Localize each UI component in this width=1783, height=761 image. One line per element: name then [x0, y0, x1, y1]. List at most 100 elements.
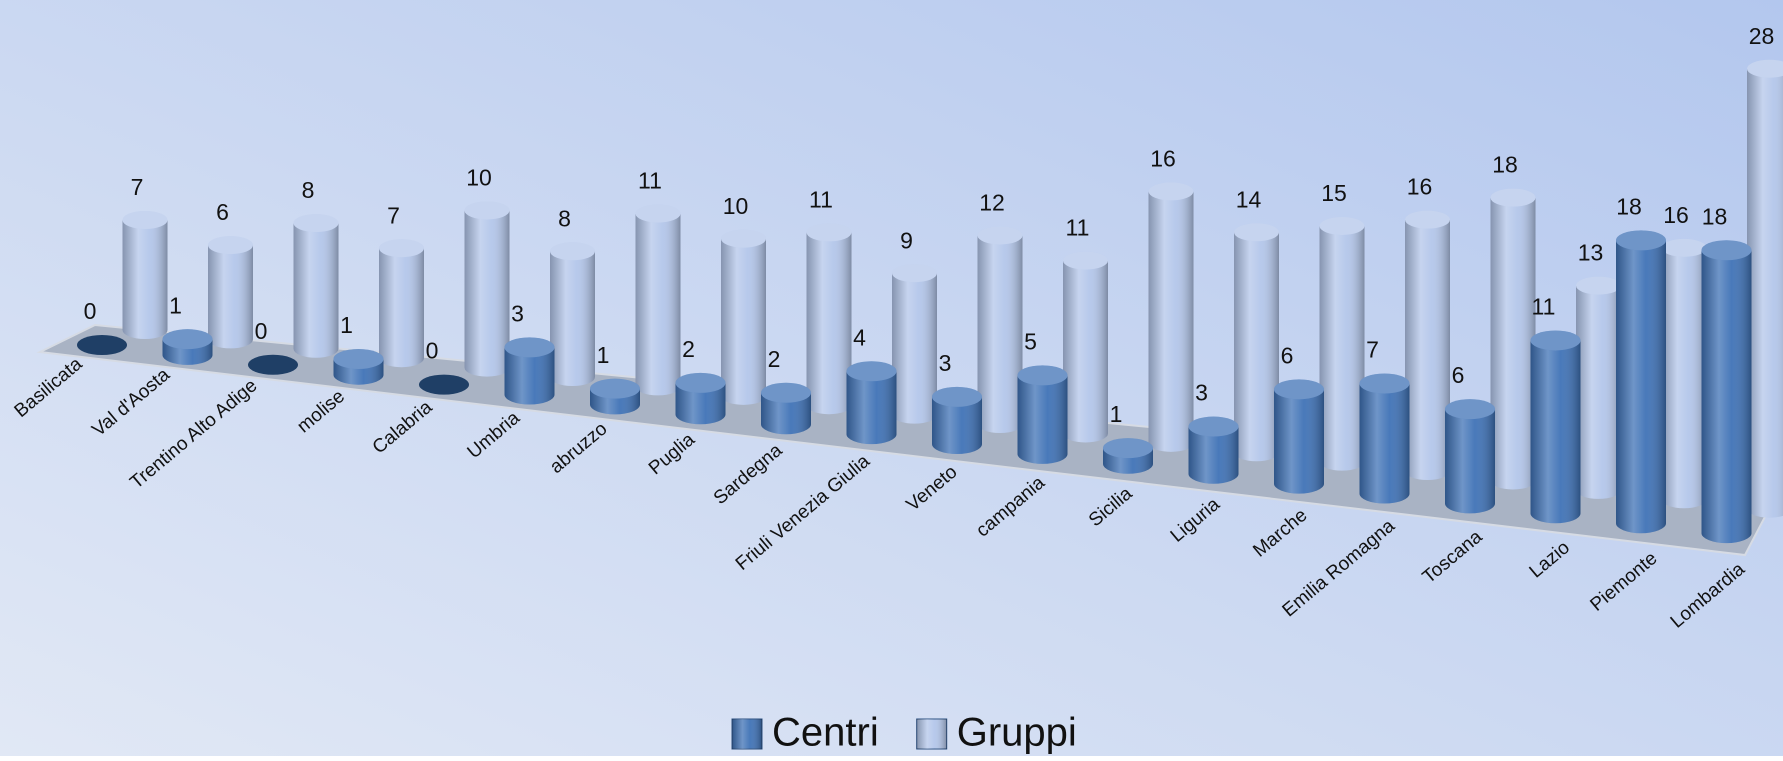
- value-label: 18: [1492, 152, 1518, 178]
- bar-shade: [892, 273, 937, 424]
- bar-top-light: [806, 223, 852, 242]
- value-label: 8: [302, 177, 315, 203]
- value-label: 6: [1452, 362, 1465, 388]
- bar-shade: [504, 347, 555, 405]
- value-label: 7: [387, 202, 400, 228]
- bar-top: [248, 354, 298, 375]
- bar: [1017, 365, 1068, 464]
- bar-top: [721, 229, 766, 248]
- bar-top-light: [675, 372, 726, 393]
- value-label: 10: [466, 165, 492, 191]
- bar-top: [590, 378, 640, 399]
- bar-top-light: [1405, 210, 1450, 229]
- bar-shade: [1445, 409, 1495, 514]
- bar-top: [550, 242, 595, 261]
- bar-top: [675, 372, 726, 393]
- bar-shade: [208, 245, 253, 349]
- bar: [550, 242, 595, 387]
- bar: [208, 236, 253, 349]
- bar-shade: [635, 213, 681, 396]
- bar-top: [1530, 330, 1581, 351]
- bar-shade: [550, 251, 595, 387]
- value-label: 16: [1663, 202, 1689, 228]
- bar: [1319, 216, 1365, 471]
- bar-top-light: [550, 242, 595, 261]
- bar: [1274, 379, 1324, 494]
- bar-top: [932, 386, 982, 407]
- value-label: 1: [597, 342, 610, 368]
- bar-shade: [721, 238, 766, 405]
- bar-top-light: [1103, 438, 1153, 459]
- value-label: 3: [511, 300, 524, 326]
- bar-top-light: [333, 348, 384, 369]
- value-label: 5: [1024, 328, 1037, 354]
- bar-top: [379, 239, 424, 258]
- bar-top: [1616, 230, 1666, 251]
- legend-label: Centri: [772, 711, 879, 755]
- value-label: 12: [979, 190, 1005, 216]
- bar-shade: [379, 248, 424, 368]
- value-label: 6: [216, 199, 229, 225]
- value-label: 11: [1066, 215, 1090, 241]
- bar: [590, 378, 640, 415]
- bar: [464, 201, 510, 377]
- bar: [1661, 238, 1707, 509]
- value-label: 15: [1321, 180, 1347, 206]
- bar-top: [1188, 416, 1239, 437]
- bar-top-light: [892, 264, 937, 283]
- bar-top-light: [1490, 188, 1536, 207]
- value-label: 1: [340, 312, 353, 338]
- bar-shade: [1017, 375, 1068, 464]
- value-label: 11: [1532, 294, 1556, 320]
- bar-top-light: [761, 382, 811, 403]
- bar: [1530, 330, 1581, 524]
- value-label: 1: [169, 292, 182, 318]
- bar-top-light: [1701, 240, 1752, 261]
- bar: [1148, 182, 1194, 452]
- bar-shade: [1576, 285, 1621, 499]
- bar-top-light: [1359, 373, 1410, 394]
- bar-shade: [1747, 68, 1783, 518]
- bar: [1747, 59, 1783, 518]
- bar-top: [293, 214, 339, 233]
- bar-top-light: [721, 229, 766, 248]
- bar-top-light: [1148, 182, 1194, 201]
- bar-shade: [932, 396, 982, 454]
- bar-top: [846, 361, 897, 382]
- bar-top: [419, 374, 469, 395]
- value-label: 18: [1702, 203, 1728, 229]
- bar-top-light: [1234, 223, 1279, 242]
- bar-top-light: [122, 211, 168, 229]
- bar-top: [333, 348, 384, 369]
- bar: [846, 361, 897, 445]
- bar: [504, 337, 555, 405]
- bar-top: [806, 223, 852, 242]
- bar-shade: [1490, 197, 1536, 490]
- value-label: 9: [900, 227, 913, 253]
- bar: [333, 348, 384, 385]
- value-label: 6: [1281, 342, 1294, 368]
- bar-top: [1274, 379, 1324, 400]
- value-label: 10: [723, 193, 749, 219]
- bar-top: [1661, 238, 1707, 257]
- bar: [1490, 188, 1536, 490]
- bar-top-light: [1616, 230, 1666, 251]
- bar-top-light: [1319, 216, 1365, 235]
- bar-top-light: [1274, 379, 1324, 400]
- bar-shade: [293, 223, 339, 358]
- bar-shade: [1530, 340, 1581, 524]
- bar-top: [977, 226, 1023, 245]
- value-label: 2: [682, 336, 695, 362]
- bar: [1234, 223, 1279, 462]
- bar-top: [1359, 373, 1410, 394]
- bar-shade: [1359, 383, 1410, 504]
- bar: [1063, 251, 1108, 443]
- bar-shade: [1234, 232, 1279, 462]
- bar: [1701, 240, 1752, 544]
- bar: [977, 226, 1023, 434]
- bar-top-light: [1747, 59, 1783, 78]
- bar-top: [1017, 365, 1068, 386]
- bar: [77, 335, 127, 355]
- bar: [419, 374, 469, 395]
